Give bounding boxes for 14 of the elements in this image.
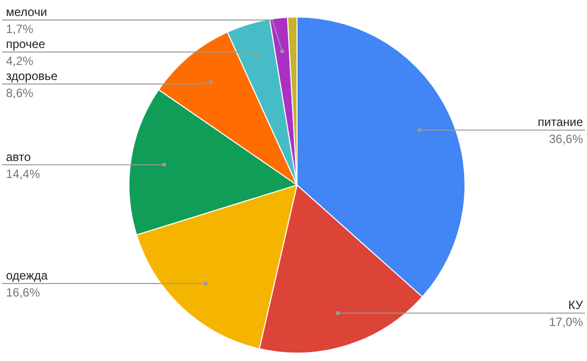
data-label: 16,6% <box>6 286 40 300</box>
data-label: 36,6% <box>548 132 584 146</box>
data-label: 8,6% <box>6 86 34 100</box>
data-label: 17,0% <box>548 315 584 330</box>
data-label: 14,4% <box>6 166 40 181</box>
slice-label: мелочи <box>6 5 48 19</box>
data-label: 1,7% <box>6 22 34 36</box>
slice-label: прочее <box>6 37 46 51</box>
slice-label: авто <box>6 150 32 164</box>
slice-label: КУ <box>568 298 584 312</box>
slice-label: питание <box>538 115 584 130</box>
data-label: 4,2% <box>6 54 34 68</box>
slice-label: одежда <box>6 268 48 283</box>
slice-label: здоровье <box>6 69 58 83</box>
